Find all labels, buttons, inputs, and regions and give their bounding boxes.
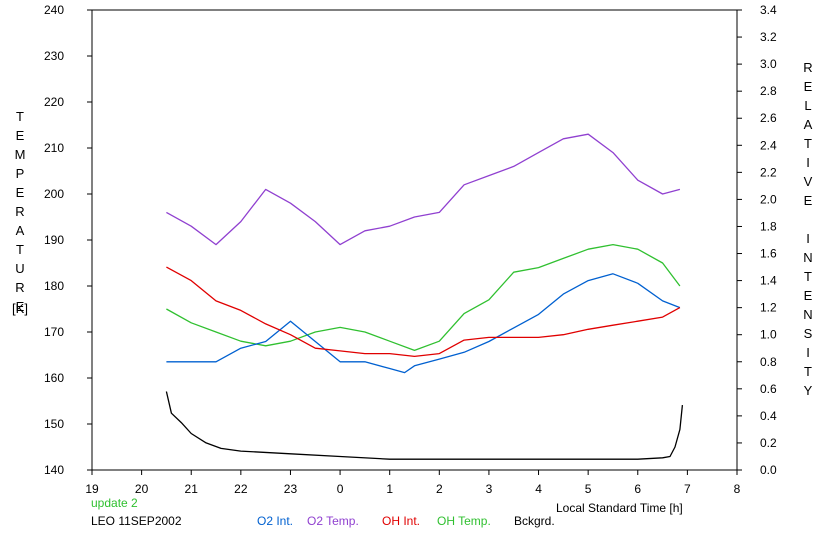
y-right-tick-label: 2.8 bbox=[760, 84, 777, 98]
y-axis-label-left-unit: [K] bbox=[12, 301, 28, 316]
y-right-tick-label: 3.0 bbox=[760, 57, 777, 71]
axis-title-letter: E bbox=[803, 288, 813, 303]
x-axis-label: Local Standard Time [h] bbox=[556, 501, 683, 515]
axis-title-letter: N bbox=[803, 250, 813, 265]
x-tick-label: 5 bbox=[585, 482, 592, 496]
axis-title-letter: U bbox=[15, 261, 25, 276]
legend-entry: O2 Int. bbox=[257, 514, 294, 528]
series-line-o2-temp bbox=[166, 133, 681, 246]
series-layer bbox=[165, 133, 684, 460]
axis-title-letter: T bbox=[16, 109, 24, 124]
y-left-tick-label: 170 bbox=[44, 325, 64, 339]
axis-title-letter: L bbox=[804, 98, 812, 113]
x-tick-label: 6 bbox=[634, 482, 641, 496]
axis-title-letter: T bbox=[804, 136, 812, 151]
y-left-tick-label: 220 bbox=[44, 95, 64, 109]
y-right-tick-label: 0.4 bbox=[760, 409, 777, 423]
axis-title-letter: P bbox=[15, 166, 25, 181]
axis-title-letter: E bbox=[15, 299, 25, 314]
bottom-axis: 19 20 21 22 23 0 1 2 3 4 5 6 7 8 bbox=[85, 470, 741, 496]
x-tick-label: 20 bbox=[135, 482, 149, 496]
axis-title-letter: I bbox=[806, 345, 810, 360]
x-tick-label: 1 bbox=[386, 482, 393, 496]
axis-title-letter: S bbox=[803, 326, 813, 341]
x-tick-label: 21 bbox=[185, 482, 199, 496]
plot-frame bbox=[91, 9, 738, 471]
y-left-tick-label: 190 bbox=[44, 233, 64, 247]
y-right-tick-label: 0.6 bbox=[760, 382, 777, 396]
y-left-tick-label: 140 bbox=[44, 463, 64, 477]
y-right-tick-label: 3.2 bbox=[760, 30, 777, 44]
y-left-tick-label: 210 bbox=[44, 141, 64, 155]
axis-title-letter: E bbox=[15, 185, 25, 200]
y-right-tick-label: 2.4 bbox=[760, 138, 777, 152]
y-right-tick-label: 0.0 bbox=[760, 463, 777, 477]
y-left-tick-label: 240 bbox=[44, 3, 64, 17]
y-right-tick-label: 1.4 bbox=[760, 274, 777, 288]
axis-title-letter: T bbox=[804, 269, 812, 284]
axis-title-letter: A bbox=[803, 117, 813, 132]
x-tick-label: 23 bbox=[284, 482, 298, 496]
axis-title-letter: M bbox=[14, 147, 26, 162]
y-left-tick-label: 180 bbox=[44, 279, 64, 293]
x-tick-label: 7 bbox=[684, 482, 691, 496]
y-right-tick-label: 0.8 bbox=[760, 355, 777, 369]
y-right-tick-label: 1.6 bbox=[760, 247, 777, 261]
axis-title-letter: N bbox=[803, 307, 813, 322]
axis-title-letter: R bbox=[803, 60, 813, 75]
legend-entry: OH Temp. bbox=[437, 514, 491, 528]
legend-entry: O2 Temp. bbox=[307, 514, 359, 528]
x-tick-label: 2 bbox=[436, 482, 443, 496]
axis-title-letter: T bbox=[16, 242, 24, 257]
series-line-bckgrd bbox=[165, 391, 684, 460]
x-tick-label: 3 bbox=[486, 482, 493, 496]
x-tick-label: 19 bbox=[85, 482, 99, 496]
y-right-tick-label: 0.2 bbox=[760, 436, 777, 450]
series-line-o2-int bbox=[166, 273, 681, 374]
y-right-tick-label: 1.2 bbox=[760, 301, 777, 315]
y-left-tick-label: 230 bbox=[44, 49, 64, 63]
axis-title-letter: E bbox=[15, 128, 25, 143]
y-right-tick-label: 2.2 bbox=[760, 165, 777, 179]
legend-entry: Bckgrd. bbox=[514, 514, 555, 528]
left-axis: 140 150 160 170 180 190 200 210 220 230 240 bbox=[44, 3, 92, 477]
y-left-tick-label: 150 bbox=[44, 417, 64, 431]
y-right-tick-label: 2.0 bbox=[760, 192, 777, 206]
legend-entry: OH Int. bbox=[382, 514, 421, 528]
y-left-tick-label: 160 bbox=[44, 371, 64, 385]
axis-title-letter bbox=[798, 210, 818, 229]
axis-title-letter: Y bbox=[803, 383, 813, 398]
axis-title-letter: E bbox=[803, 193, 813, 208]
axis-title-letter: R bbox=[15, 280, 25, 295]
y-right-tick-label: 1.0 bbox=[760, 328, 777, 342]
axis-title-letter: I bbox=[806, 155, 810, 170]
x-tick-label: 0 bbox=[337, 482, 344, 496]
axis-title-letter: A bbox=[15, 223, 25, 238]
right-axis: 0.0 0.2 0.4 0.6 0.8 1.0 1.2 1.4 1.6 1.8 2.0 2.2 2.4 2… bbox=[737, 3, 777, 477]
series-line-oh-int bbox=[166, 266, 681, 358]
axis-title-letter: R bbox=[15, 204, 25, 219]
axis-title-letter: T bbox=[804, 364, 812, 379]
series-line-oh-temp bbox=[166, 243, 681, 352]
y-left-tick-label: 200 bbox=[44, 187, 64, 201]
y-right-tick-label: 1.8 bbox=[760, 219, 777, 233]
x-tick-label: 22 bbox=[234, 482, 248, 496]
station-date-label: LEO 11SEP2002 bbox=[91, 514, 182, 528]
axis-title-letter: I bbox=[806, 231, 810, 246]
axis-title-letter: V bbox=[803, 174, 813, 189]
x-tick-label: 4 bbox=[535, 482, 542, 496]
x-tick-label: 8 bbox=[734, 482, 741, 496]
axis-title-letter: E bbox=[803, 79, 813, 94]
update-status: update 2 bbox=[91, 496, 138, 510]
y-right-tick-label: 3.4 bbox=[760, 3, 777, 17]
y-right-tick-label: 2.6 bbox=[760, 111, 777, 125]
